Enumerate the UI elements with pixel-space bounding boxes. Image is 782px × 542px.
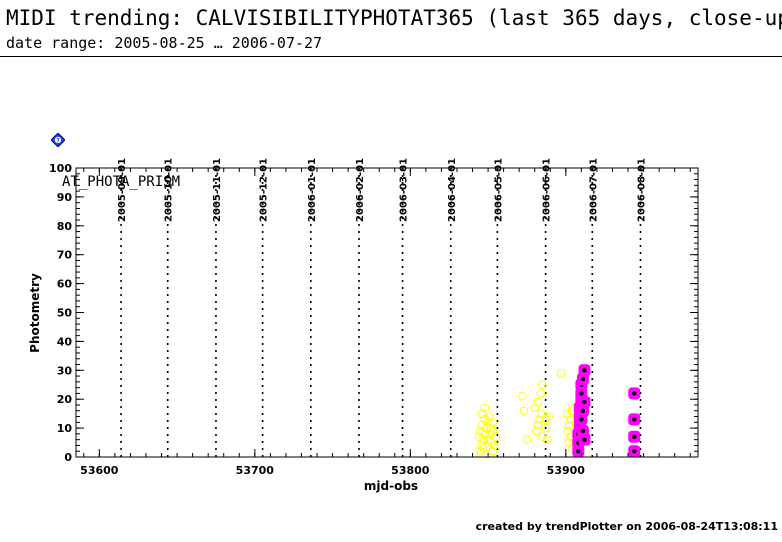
- data-point: [488, 418, 498, 427]
- date-marker-label: 2006-02-01: [355, 158, 366, 222]
- y-tick-label: 100: [49, 162, 72, 175]
- y-axis-label: Photometry: [28, 273, 42, 353]
- y-tick-label: 0: [64, 451, 72, 464]
- data-point: [536, 389, 546, 398]
- data-point: [544, 412, 554, 421]
- date-marker-label: 2006-08-01: [636, 158, 647, 222]
- data-point: [517, 392, 527, 401]
- data-point: [522, 435, 532, 444]
- info-diamond-icon[interactable]: ?: [51, 133, 65, 147]
- data-point-center: [632, 434, 637, 439]
- data-point: [483, 435, 493, 444]
- data-point: [479, 435, 488, 444]
- date-marker-label: 2006-06-01: [542, 158, 553, 222]
- data-points: [474, 364, 641, 459]
- data-point: [533, 420, 543, 430]
- data-point-center: [632, 449, 637, 454]
- y-tick-label: 90: [57, 191, 73, 204]
- data-point: [535, 415, 544, 424]
- data-point: [542, 435, 552, 444]
- axes: 0 10 20 30 40 50 60 70 80 90 100 53600 53700 53800 539…: [49, 162, 699, 477]
- y-tick-label: 20: [57, 393, 73, 406]
- data-point: [533, 397, 543, 407]
- y-tick-label: 30: [57, 364, 73, 377]
- date-marker-label: 2006-03-01: [399, 158, 410, 222]
- data-point-center: [579, 391, 584, 396]
- date-marker-label: 2006-01-01: [307, 158, 318, 222]
- x-tick-label: 53900: [547, 464, 586, 477]
- data-point: [538, 432, 547, 442]
- date-marker-label: 2005-09-01: [117, 158, 128, 222]
- svg-text:?: ?: [56, 137, 60, 144]
- data-point: [563, 426, 572, 436]
- data-point: [474, 432, 484, 442]
- y-tick-label: 50: [57, 307, 73, 320]
- data-point: [538, 380, 547, 390]
- data-point-center: [580, 408, 586, 413]
- date-marker-label: 2005-10-01: [164, 158, 175, 222]
- y-tick-label: 40: [57, 335, 73, 348]
- data-point-center: [580, 376, 586, 382]
- data-point: [486, 438, 496, 447]
- data-point: [489, 441, 499, 450]
- chart-title: MIDI trending: CALVISIBILITYPHOTAT365 (l…: [6, 6, 782, 30]
- date-range-subtitle: date range: 2005-08-25 … 2006-07-27: [6, 34, 323, 52]
- header-divider: [0, 56, 782, 57]
- data-point: [531, 426, 541, 436]
- data-point: [480, 403, 490, 413]
- x-axis-label: mjd-obs: [364, 479, 418, 493]
- y-tick-label: 10: [57, 422, 73, 435]
- y-tick-label: 60: [57, 278, 73, 291]
- date-marker-label: 2006-04-01: [447, 158, 458, 222]
- x-tick-label: 53700: [236, 464, 275, 477]
- y-tick-label: 80: [57, 220, 73, 233]
- data-point: [541, 415, 550, 424]
- data-point: [476, 426, 485, 436]
- data-point: [536, 409, 546, 418]
- data-point-center: [582, 399, 587, 405]
- date-marker-label: 2006-07-01: [588, 158, 599, 222]
- data-point: [530, 403, 540, 413]
- data-point: [541, 423, 550, 433]
- data-point-center: [582, 368, 587, 373]
- data-point-center: [632, 417, 637, 422]
- data-point: [556, 368, 566, 378]
- chart-annotation: AT_PHOTA_PRISM: [62, 174, 180, 190]
- x-tick-label: 53800: [391, 464, 430, 477]
- data-point: [477, 409, 487, 418]
- data-point-center: [632, 391, 637, 396]
- data-point: [488, 446, 498, 456]
- y-tick-label: 70: [57, 249, 73, 262]
- x-tick-label: 53600: [80, 464, 119, 477]
- data-point-center: [579, 417, 584, 422]
- data-point-center: [576, 449, 581, 454]
- date-marker-label: 2006-05-01: [493, 158, 504, 222]
- data-point-center: [582, 437, 587, 442]
- data-point: [491, 432, 501, 442]
- date-marker-label: 2005-12-01: [259, 158, 270, 222]
- footer-credit: created by trendPlotter on 2006-08-24T13…: [475, 520, 778, 533]
- data-point: [519, 406, 529, 416]
- date-marker-label: 2005-11-01: [212, 158, 223, 222]
- data-point-center: [580, 428, 586, 434]
- date-markers: 2005-09-01 2005-10-01 2005-11-01 2005-12-01…: [117, 158, 647, 457]
- data-point: [488, 426, 498, 436]
